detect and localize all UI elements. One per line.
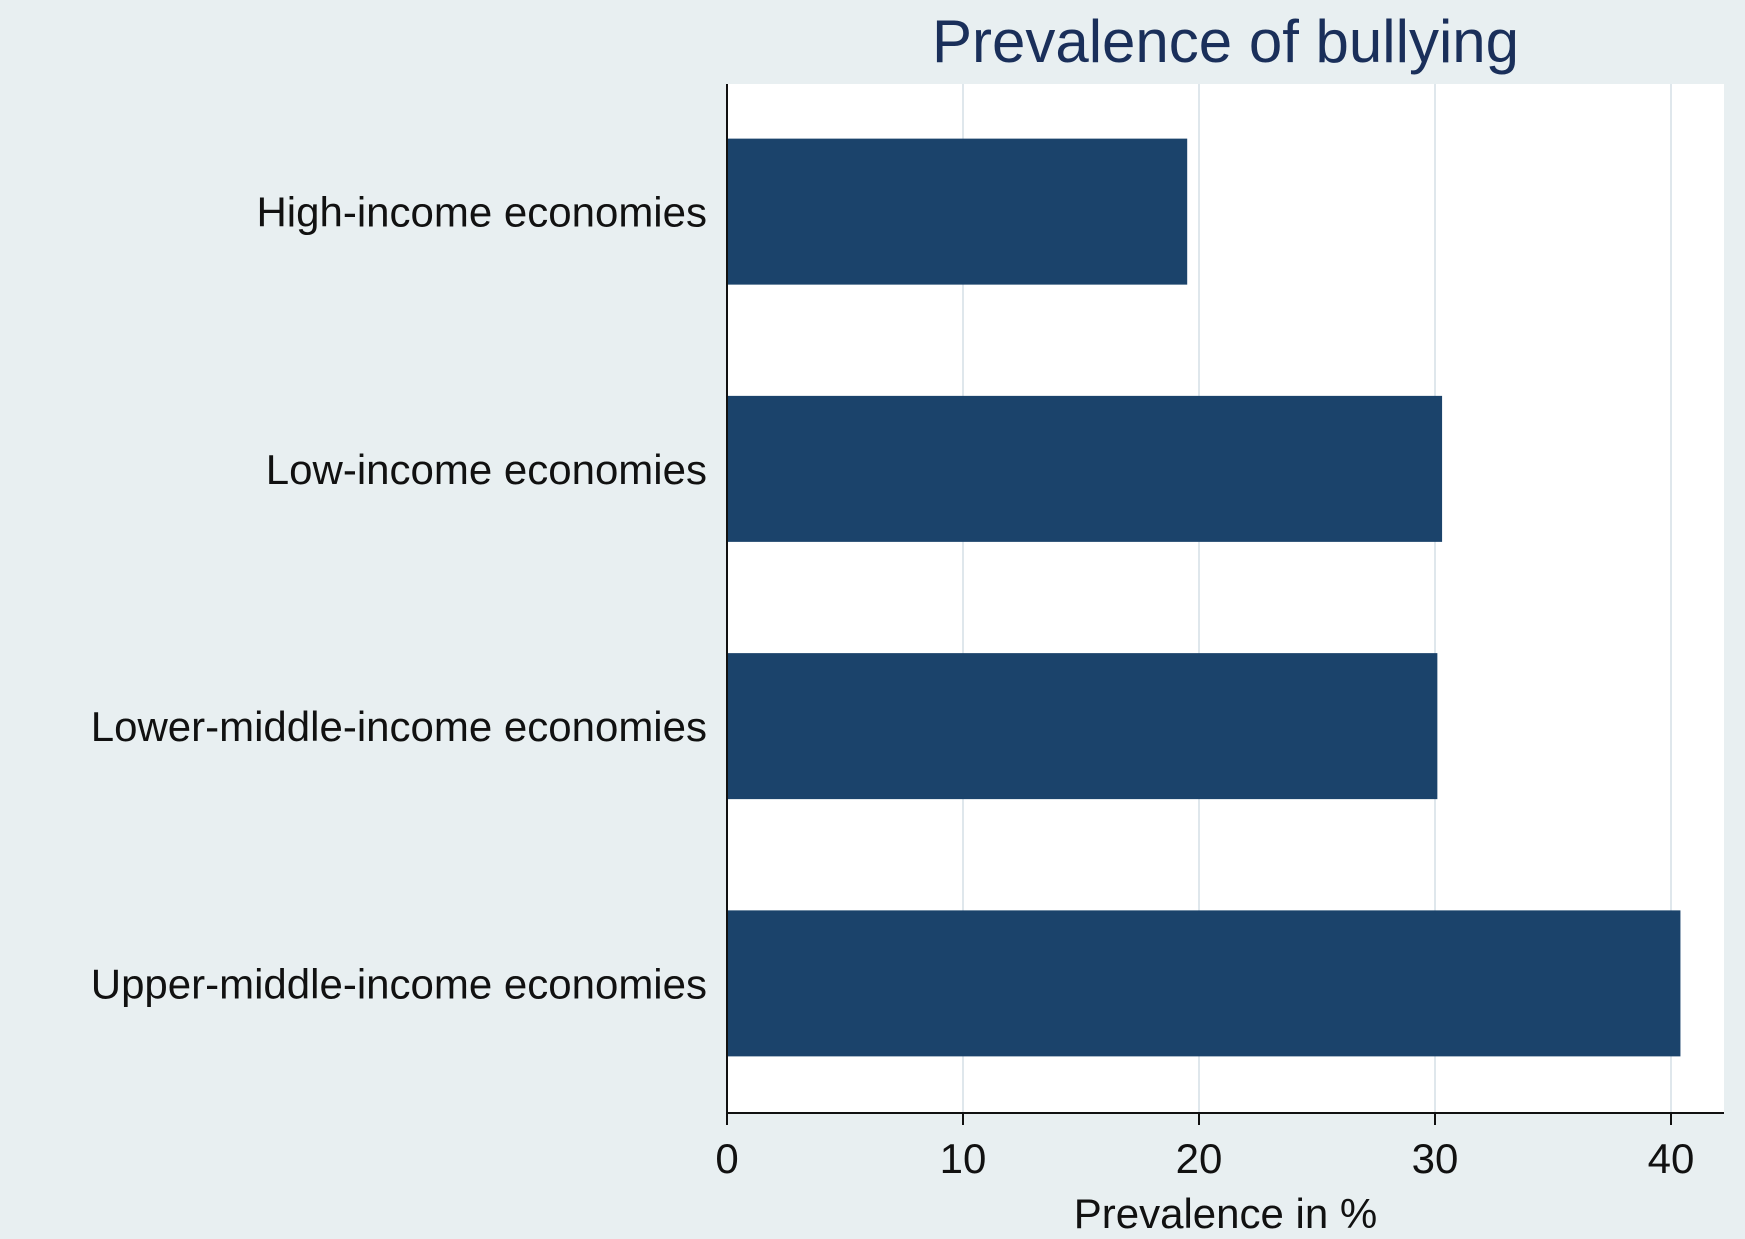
category-label: High-income economies: [256, 189, 707, 236]
x-tick-label: 40: [1648, 1135, 1695, 1182]
x-tick-label: 30: [1412, 1135, 1459, 1182]
x-tick-label: 0: [715, 1135, 738, 1182]
bar: [727, 395, 1443, 542]
chart-title: Prevalence of bullying: [932, 8, 1519, 75]
x-axis-title: Prevalence in %: [1074, 1190, 1378, 1237]
category-labels: High-income economies Low-income economie…: [91, 189, 707, 1008]
bar: [727, 138, 1188, 285]
x-tick-label: 10: [940, 1135, 987, 1182]
category-label: Low-income economies: [266, 446, 707, 493]
x-ticks: 0 10 20 30 40: [715, 1113, 1694, 1182]
category-label: Upper-middle-income economies: [91, 960, 707, 1007]
bars: [727, 138, 1681, 1057]
category-label: Lower-middle-income economies: [91, 703, 707, 750]
bar: [727, 910, 1681, 1057]
bar: [727, 653, 1438, 800]
x-tick-label: 20: [1176, 1135, 1223, 1182]
